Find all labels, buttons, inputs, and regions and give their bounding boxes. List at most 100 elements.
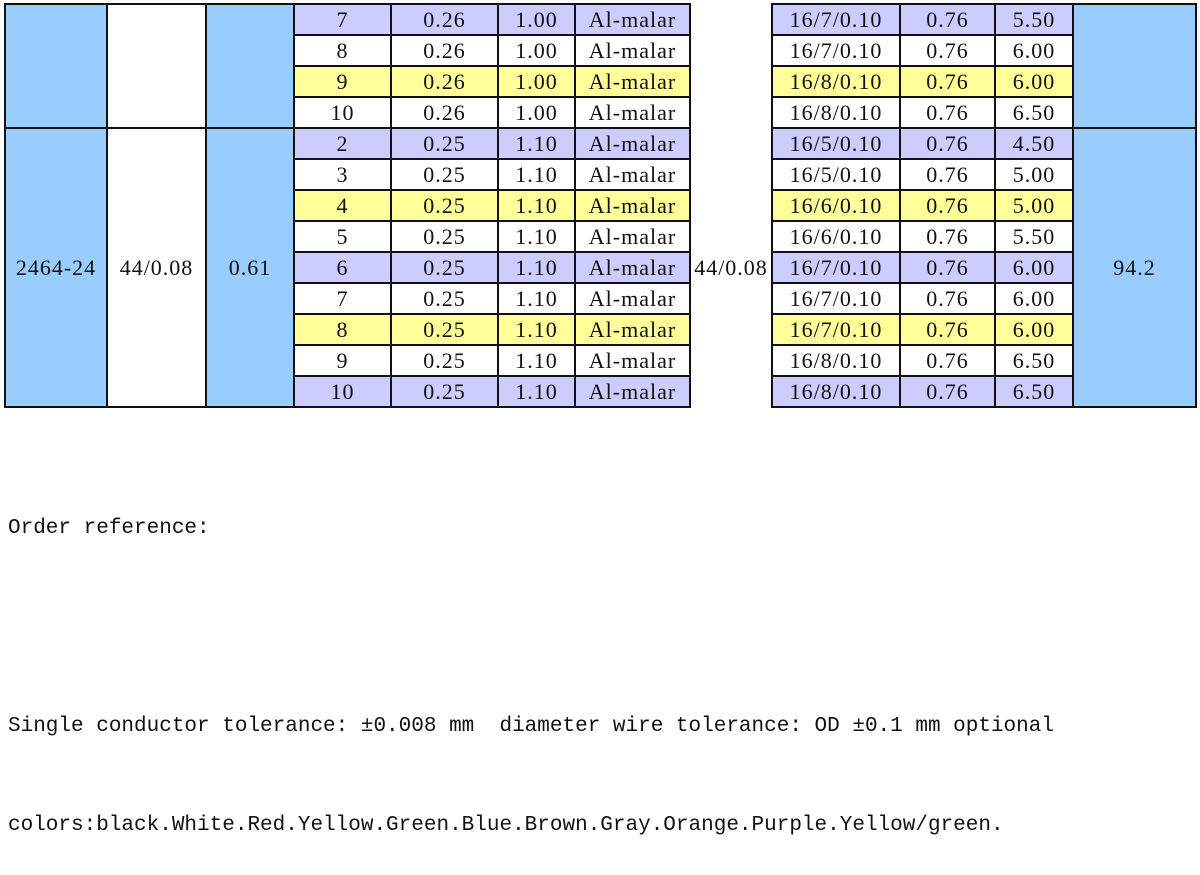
cell: 0.76 — [899, 34, 996, 67]
cell: 6.50 — [994, 96, 1074, 129]
row: 8 0.25 1.10 Al-malar 16/7/0.10 0.76 6.00 — [5, 313, 1196, 346]
cell: 16/8/0.10 — [771, 65, 901, 98]
conductor-cell — [106, 3, 207, 129]
cell: 16/8/0.10 — [771, 344, 901, 377]
spec-table: 7 0.26 1.00 Al-malar 16/7/0.10 0.76 5.50 8 0.26 1… — [4, 3, 1197, 408]
cell: 2 — [293, 127, 392, 160]
cell: 1.10 — [497, 375, 576, 408]
shield-cell — [689, 4, 773, 128]
od-cell: 94.2 — [1072, 127, 1197, 408]
cell: 5.50 — [994, 3, 1074, 36]
shield-cell: 44/0.08 — [689, 128, 773, 407]
note-line: Order reference: — [8, 517, 210, 540]
cell: 0.25 — [390, 375, 499, 408]
cell: 7 — [293, 282, 392, 315]
cell: 0.26 — [390, 96, 499, 129]
cell: 6.50 — [994, 375, 1074, 408]
cell: 6.00 — [994, 251, 1074, 284]
cell: 6.00 — [994, 65, 1074, 98]
cell: Al-malar — [574, 189, 691, 222]
cell: 0.76 — [899, 158, 996, 191]
cell: 0.76 — [899, 96, 996, 129]
row: 8 0.26 1.00 Al-malar 16/7/0.10 0.76 6.00 — [5, 34, 1196, 67]
type-cell: 2464-24 — [4, 127, 108, 408]
cell: 1.00 — [497, 96, 576, 129]
cell: 0.26 — [390, 34, 499, 67]
cell: Al-malar — [574, 375, 691, 408]
cell: 9 — [293, 344, 392, 377]
cell: Al-malar — [574, 251, 691, 284]
cell: 16/5/0.10 — [771, 127, 901, 160]
cell: 1.00 — [497, 34, 576, 67]
cell: Al-malar — [574, 34, 691, 67]
cell: 0.25 — [390, 251, 499, 284]
cell: 0.25 — [390, 127, 499, 160]
cell: 6.00 — [994, 313, 1074, 346]
type-cell — [4, 3, 108, 129]
cell: 1.10 — [497, 251, 576, 284]
cell: Al-malar — [574, 96, 691, 129]
cell: 1.10 — [497, 127, 576, 160]
row: 6 0.25 1.10 Al-malar 16/7/0.10 0.76 6.00 — [5, 251, 1196, 284]
cell: 5 — [293, 220, 392, 253]
note-line: colors:black.White.Red.Yellow.Green.Blue… — [8, 814, 1004, 837]
cell: 0.25 — [390, 282, 499, 315]
cell: 5.00 — [994, 189, 1074, 222]
cell: 0.76 — [899, 220, 996, 253]
cell: 1.10 — [497, 313, 576, 346]
insulation-cell: 0.61 — [205, 127, 295, 408]
cell: 1.10 — [497, 220, 576, 253]
row: 3 0.25 1.10 Al-malar 16/5/0.10 0.76 5.00 — [5, 158, 1196, 191]
cell: 0.25 — [390, 189, 499, 222]
cell: 0.26 — [390, 3, 499, 36]
insulation-cell — [205, 3, 295, 129]
cell: 6.00 — [994, 282, 1074, 315]
cell: 16/7/0.10 — [771, 3, 901, 36]
cell: Al-malar — [574, 344, 691, 377]
cell: 16/7/0.10 — [771, 282, 901, 315]
cell: 16/8/0.10 — [771, 96, 901, 129]
cell: 16/7/0.10 — [771, 34, 901, 67]
cell: 8 — [293, 34, 392, 67]
row: 7 0.26 1.00 Al-malar 16/7/0.10 0.76 5.50 — [4, 3, 1197, 129]
cell: 3 — [293, 158, 392, 191]
cell: 1.00 — [497, 3, 576, 36]
cell: 0.76 — [899, 313, 996, 346]
row: 4 0.25 1.10 Al-malar 16/6/0.10 0.76 5.00 — [5, 189, 1196, 222]
cell: 0.26 — [390, 65, 499, 98]
conductor-cell: 44/0.08 — [106, 127, 207, 408]
cell: 0.76 — [899, 344, 996, 377]
cell: 7 — [293, 3, 392, 36]
cell: 1.10 — [497, 189, 576, 222]
cell: 0.76 — [899, 251, 996, 284]
cell: Al-malar — [574, 282, 691, 315]
cell: 16/6/0.10 — [771, 220, 901, 253]
cell: 4 — [293, 189, 392, 222]
note-line: Single conductor tolerance: ±0.008 mm di… — [8, 715, 1054, 738]
cell: 5.50 — [994, 220, 1074, 253]
od-cell — [1072, 3, 1197, 129]
cell: Al-malar — [574, 158, 691, 191]
cell: 1.10 — [497, 158, 576, 191]
cell: 4.50 — [994, 127, 1074, 160]
cell: 16/6/0.10 — [771, 189, 901, 222]
cell: 0.76 — [899, 127, 996, 160]
page: {"table":{"groups":[ {"rows":[ {"fill":"… — [4, 3, 1197, 837]
cell: 5.00 — [994, 158, 1074, 191]
cell: 0.76 — [899, 375, 996, 408]
cell: 6.50 — [994, 344, 1074, 377]
row: 5 0.25 1.10 Al-malar 16/6/0.10 0.76 5.50 — [5, 220, 1196, 253]
cell: 0.76 — [899, 189, 996, 222]
cell: 16/7/0.10 — [771, 251, 901, 284]
cell: 10 — [293, 375, 392, 408]
cell: 0.25 — [390, 313, 499, 346]
row: 2464-24 44/0.08 0.61 2 0.25 1.10 Al-malar 44/0.… — [4, 127, 1197, 408]
cell: Al-malar — [574, 220, 691, 253]
row: 9 0.26 1.00 Al-malar 16/8/0.10 0.76 6.00 — [5, 65, 1196, 98]
cell: 6 — [293, 251, 392, 284]
cell: 0.76 — [899, 3, 996, 36]
cell: 0.25 — [390, 158, 499, 191]
cell: 6.00 — [994, 34, 1074, 67]
cell: 1.10 — [497, 344, 576, 377]
cell: 1.00 — [497, 65, 576, 98]
